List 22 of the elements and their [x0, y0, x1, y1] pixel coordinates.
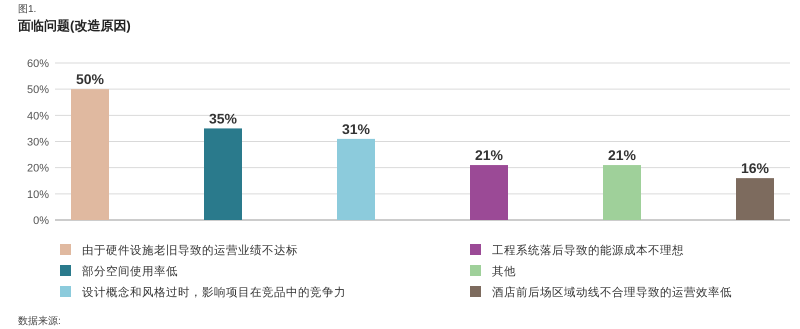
value-label: 21% [608, 147, 636, 164]
legend-label: 酒店前后场区域动线不合理导致的运营效率低 [492, 287, 732, 299]
value-label: 31% [342, 120, 370, 137]
ytick: 30% [26, 136, 49, 148]
value-label: 35% [208, 110, 238, 126]
ytick: 40% [26, 110, 49, 122]
legend-label: 其他 [492, 266, 516, 278]
legend-label: 设计概念和风格过时，影响项目在竞品中的竞争力 [82, 287, 346, 299]
ytick: 50% [26, 84, 49, 96]
ytick: 20% [26, 162, 49, 175]
value-label: 21% [474, 147, 504, 164]
value-label: 16% [740, 160, 770, 176]
ytick: 10% [26, 188, 49, 201]
ytick: 60% [26, 58, 49, 70]
title: 面临问题(改造原因) [18, 18, 131, 33]
ytick: 0% [33, 215, 49, 227]
legend-label: 工程系统落后导致的能源成本不理想 [492, 245, 684, 257]
annotation: 数据来源: [18, 316, 61, 327]
value-label: 50% [76, 71, 104, 88]
legend-label: 由于硬件设施老旧导致的运营业绩不达标 [82, 245, 298, 257]
subtitle: 图1. [18, 4, 36, 15]
legend-label: 部分空间使用率低 [82, 266, 178, 278]
